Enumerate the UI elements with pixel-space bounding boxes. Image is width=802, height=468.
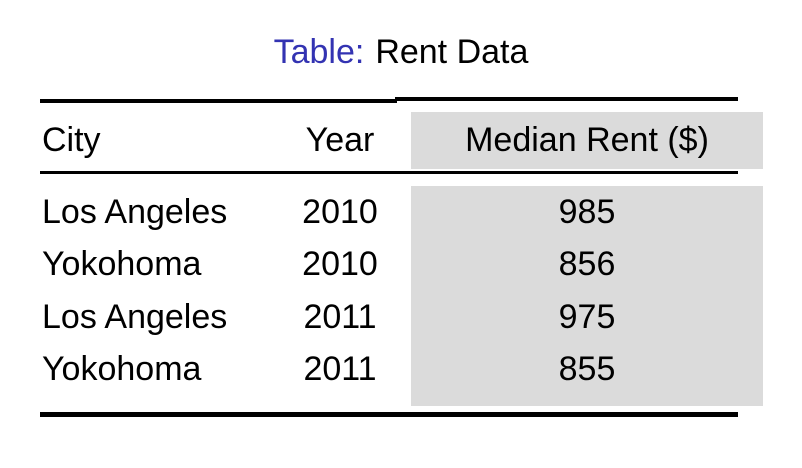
table-row: Yokohoma 2011 855 [0, 343, 802, 396]
cell-city: Yokohoma [42, 350, 202, 388]
header-cell-year: Year [305, 121, 375, 159]
cell-city: Yokohoma [42, 245, 202, 283]
header-row: City Year Median Rent ($) [0, 112, 802, 169]
cell-year: 2011 [303, 298, 377, 336]
top-rule-left-segment [40, 99, 397, 103]
table-row: Los Angeles 2010 985 [0, 186, 802, 239]
cell-rent: 856 [558, 245, 616, 283]
cell-city: Los Angeles [42, 298, 228, 336]
cell-rent: 985 [558, 193, 616, 231]
header-rule [40, 171, 738, 174]
table-caption: Table: Rent Data [0, 32, 802, 72]
table-row: Los Angeles 2011 975 [0, 291, 802, 344]
cell-rent: 975 [558, 298, 616, 336]
bottom-rule [40, 412, 738, 417]
caption-title: Rent Data [375, 33, 529, 71]
rent-column-highlight-body [411, 186, 763, 406]
caption-label: Table: [273, 33, 365, 71]
header-cell-city: City [42, 121, 101, 159]
cell-year: 2010 [302, 245, 378, 283]
cell-city: Los Angeles [42, 193, 228, 231]
cell-year: 2010 [302, 193, 378, 231]
cell-year: 2011 [303, 350, 377, 388]
table-row: Yokohoma 2010 856 [0, 238, 802, 291]
top-rule-right-segment [395, 97, 738, 101]
rent-column-highlight-header [411, 112, 763, 169]
header-cell-median-rent: Median Rent ($) [465, 121, 709, 159]
cell-rent: 855 [558, 350, 616, 388]
